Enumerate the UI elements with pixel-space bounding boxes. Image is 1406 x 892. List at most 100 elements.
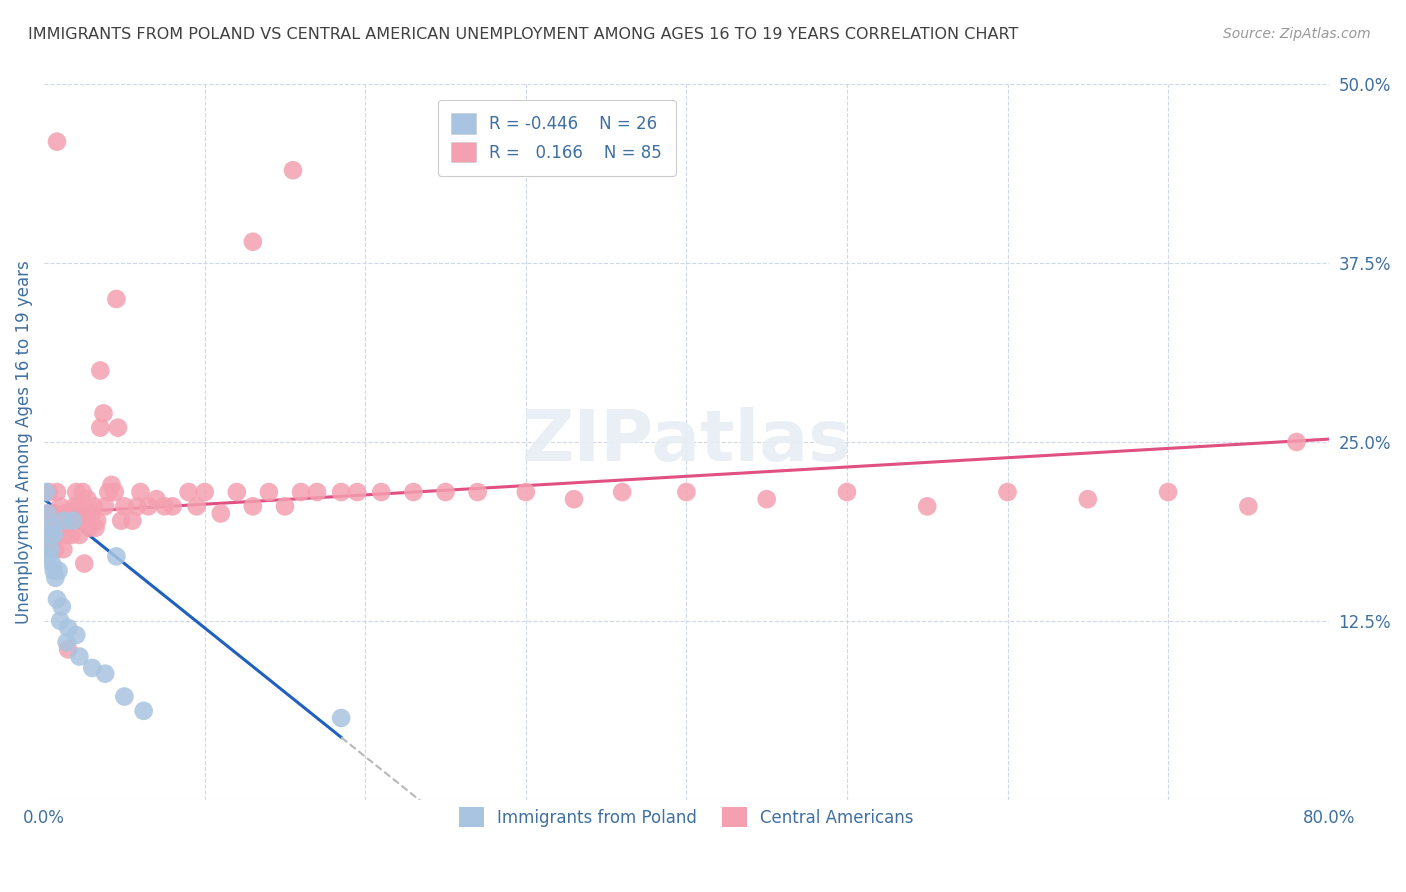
Point [73,557,96,571]
Point [72,485,94,500]
Point [60,528,83,542]
Point [49,614,72,628]
Point [89,420,111,434]
Point [107,420,129,434]
Point [38,528,60,542]
Point [132,704,155,718]
Point [84,521,107,535]
Point [515,485,537,500]
Point [46,135,69,149]
Point [105,292,128,306]
Point [76,492,98,507]
Text: Source: ZipAtlas.com: Source: ZipAtlas.com [1223,27,1371,41]
Point [38,549,60,564]
Text: ZIPatlas: ZIPatlas [522,408,852,476]
Point [41,521,63,535]
Point [997,485,1019,500]
Text: IMMIGRANTS FROM POLAND VS CENTRAL AMERICAN UNEMPLOYMENT AMONG AGES 16 TO 19 YEAR: IMMIGRANTS FROM POLAND VS CENTRAL AMERIC… [28,27,1018,42]
Point [145,492,167,507]
Point [58,642,80,657]
Point [755,492,778,507]
Point [62,514,84,528]
Point [370,485,392,500]
Point [49,500,72,514]
Point [346,485,368,500]
Point [1077,492,1099,507]
Point [82,507,104,521]
Point [177,485,200,500]
Point [41,557,63,571]
Point [37,507,59,521]
Point [52,514,75,528]
Point [46,592,69,607]
Point [242,235,264,249]
Point [242,500,264,514]
Point [94,666,117,681]
Legend: Immigrants from Poland, Central Americans: Immigrants from Poland, Central American… [453,800,921,834]
Point [51,521,73,535]
Point [51,599,73,614]
Point [209,507,232,521]
Point [41,542,63,557]
Point [58,514,80,528]
Point [46,485,69,500]
Point [225,485,247,500]
Point [75,507,97,521]
Point [330,711,353,725]
Point [307,485,329,500]
Point [112,690,135,704]
Point [66,500,89,514]
Point [48,564,70,578]
Point [186,500,208,514]
Point [274,500,297,514]
Point [35,485,58,500]
Point [52,542,75,557]
Point [434,485,457,500]
Point [121,514,143,528]
Point [65,628,87,642]
Point [89,363,111,377]
Point [105,549,128,564]
Point [42,507,65,521]
Point [62,514,84,528]
Point [55,528,77,542]
Point [67,649,90,664]
Point [610,485,633,500]
Point [41,521,63,535]
Point [83,500,105,514]
Y-axis label: Unemployment Among Ages 16 to 19 years: Unemployment Among Ages 16 to 19 years [15,260,32,624]
Point [58,621,80,635]
Point [97,485,120,500]
Point [1157,485,1180,500]
Point [162,500,184,514]
Point [112,500,135,514]
Point [44,542,66,557]
Point [290,485,312,500]
Point [104,485,127,500]
Point [67,528,90,542]
Point [138,500,160,514]
Point [37,507,59,521]
Point [49,514,72,528]
Point [55,635,77,649]
Point [53,507,76,521]
Point [59,507,82,521]
Point [63,500,86,514]
Point [38,485,60,500]
Point [44,571,66,585]
Point [281,163,304,178]
Point [94,500,117,514]
Point [1285,434,1308,449]
Point [39,528,62,542]
Point [110,514,132,528]
Point [330,485,353,500]
Point [153,500,176,514]
Point [675,485,697,500]
Point [93,406,115,420]
Point [562,492,585,507]
Point [100,478,122,492]
Point [257,485,280,500]
Point [48,514,70,528]
Point [77,521,100,535]
Point [127,500,149,514]
